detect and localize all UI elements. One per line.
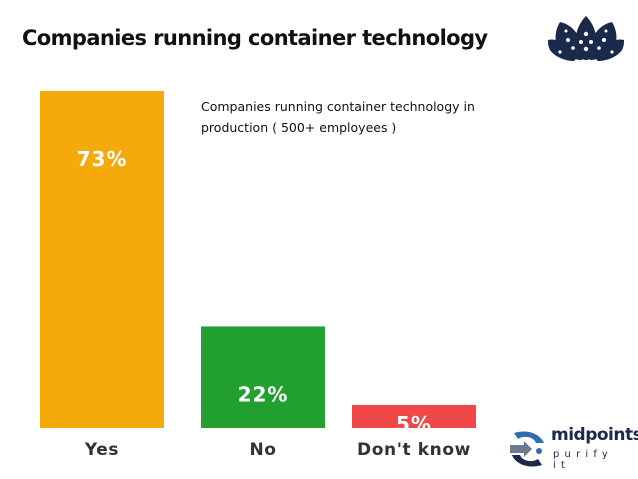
data-label-no: 22% xyxy=(238,382,289,406)
x-tick-label-no: No xyxy=(249,440,276,460)
data-label-yes: 73% xyxy=(77,147,128,171)
page-title: Companies running container technology xyxy=(22,26,488,50)
brand-logo: midpoints purify it xyxy=(506,425,638,475)
chart-description: Companies running container technology i… xyxy=(201,99,475,135)
brand-name: midpoints xyxy=(551,425,638,445)
bar-yes xyxy=(40,91,164,428)
x-tick-label-don-t-know: Don't know xyxy=(357,440,471,460)
bar-no xyxy=(201,326,325,428)
x-tick-label-yes: Yes xyxy=(84,440,119,460)
bar-don-t-know xyxy=(352,404,476,428)
data-label-don-t-know: 5% xyxy=(396,412,432,436)
brand-tagline: purify it xyxy=(553,449,614,471)
midpoints-logo-icon xyxy=(510,431,544,467)
lotus-logo-icon xyxy=(548,16,624,61)
